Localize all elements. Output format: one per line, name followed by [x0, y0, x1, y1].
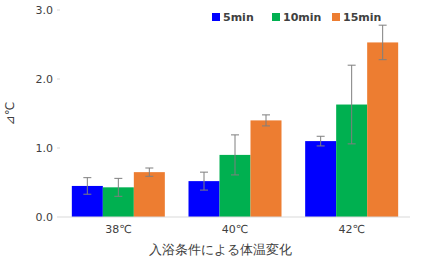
legend: 5min 10min 15min: [212, 11, 381, 24]
y-tick-label: 2.0: [36, 73, 54, 86]
error-cap: [262, 125, 270, 126]
error-cap: [317, 145, 325, 146]
x-tick-label: 38℃: [105, 223, 131, 236]
bar: [305, 141, 336, 217]
error-stem: [351, 65, 352, 144]
error-bar: [83, 178, 91, 195]
error-stem: [320, 136, 321, 146]
y-tick: [57, 10, 60, 11]
y-tick-label: 3.0: [36, 4, 54, 17]
chart-svg: 0.0 1.0 2.0 3.0 ⊿℃ 38℃ 40℃ 42℃ 入浴条件による体温変化 5min 10…: [0, 0, 430, 262]
error-cap: [231, 174, 239, 175]
x-tick-label: 40℃: [222, 223, 248, 236]
error-cap: [231, 134, 239, 135]
bar: [367, 42, 398, 217]
error-stem: [266, 115, 267, 126]
chart: 0.0 1.0 2.0 3.0 ⊿℃ 38℃ 40℃ 42℃ 入浴条件による体温変化 5min 10…: [0, 0, 430, 262]
y-tick: [57, 148, 60, 149]
legend-label: 5min: [223, 11, 254, 24]
bar: [251, 120, 282, 217]
error-cap: [262, 114, 270, 115]
legend-swatch: [212, 13, 220, 21]
error-cap: [348, 65, 356, 66]
error-cap: [83, 177, 91, 178]
bars: [72, 25, 398, 217]
x-axis: 38℃ 40℃ 42℃: [105, 223, 365, 236]
error-cap: [145, 176, 153, 177]
error-bar: [200, 172, 208, 190]
error-cap: [317, 136, 325, 137]
error-cap: [114, 178, 122, 179]
x-axis-line: [60, 217, 410, 218]
error-cap: [348, 143, 356, 144]
error-stem: [87, 178, 88, 195]
bar: [134, 172, 165, 217]
error-cap: [379, 59, 387, 60]
error-bar: [231, 135, 239, 175]
error-stem: [382, 25, 383, 60]
error-cap: [200, 190, 208, 191]
legend-label: 10min: [283, 11, 321, 24]
error-bar: [348, 65, 356, 144]
error-cap: [200, 172, 208, 173]
y-axis-title: ⊿℃: [3, 102, 17, 126]
legend-label: 15min: [343, 11, 381, 24]
y-tick-label: 1.0: [36, 142, 54, 155]
y-tick-label: 0.0: [36, 211, 54, 224]
error-stem: [149, 168, 150, 176]
error-bar: [379, 25, 387, 60]
error-bar: [262, 115, 270, 126]
error-cap: [379, 25, 387, 26]
error-stem: [204, 172, 205, 190]
legend-swatch: [332, 13, 340, 21]
error-cap: [83, 194, 91, 195]
error-stem: [235, 135, 236, 175]
error-bar: [317, 136, 325, 146]
x-axis-title: 入浴条件による体温変化: [149, 242, 292, 257]
y-axis: 0.0 1.0 2.0 3.0: [36, 4, 61, 224]
x-tick-label: 42℃: [338, 223, 364, 236]
y-tick: [57, 79, 60, 80]
y-tick: [57, 217, 60, 218]
error-bar: [145, 168, 153, 176]
error-stem: [118, 178, 119, 196]
error-bar: [114, 178, 122, 196]
error-cap: [145, 168, 153, 169]
error-cap: [114, 196, 122, 197]
legend-swatch: [272, 13, 280, 21]
